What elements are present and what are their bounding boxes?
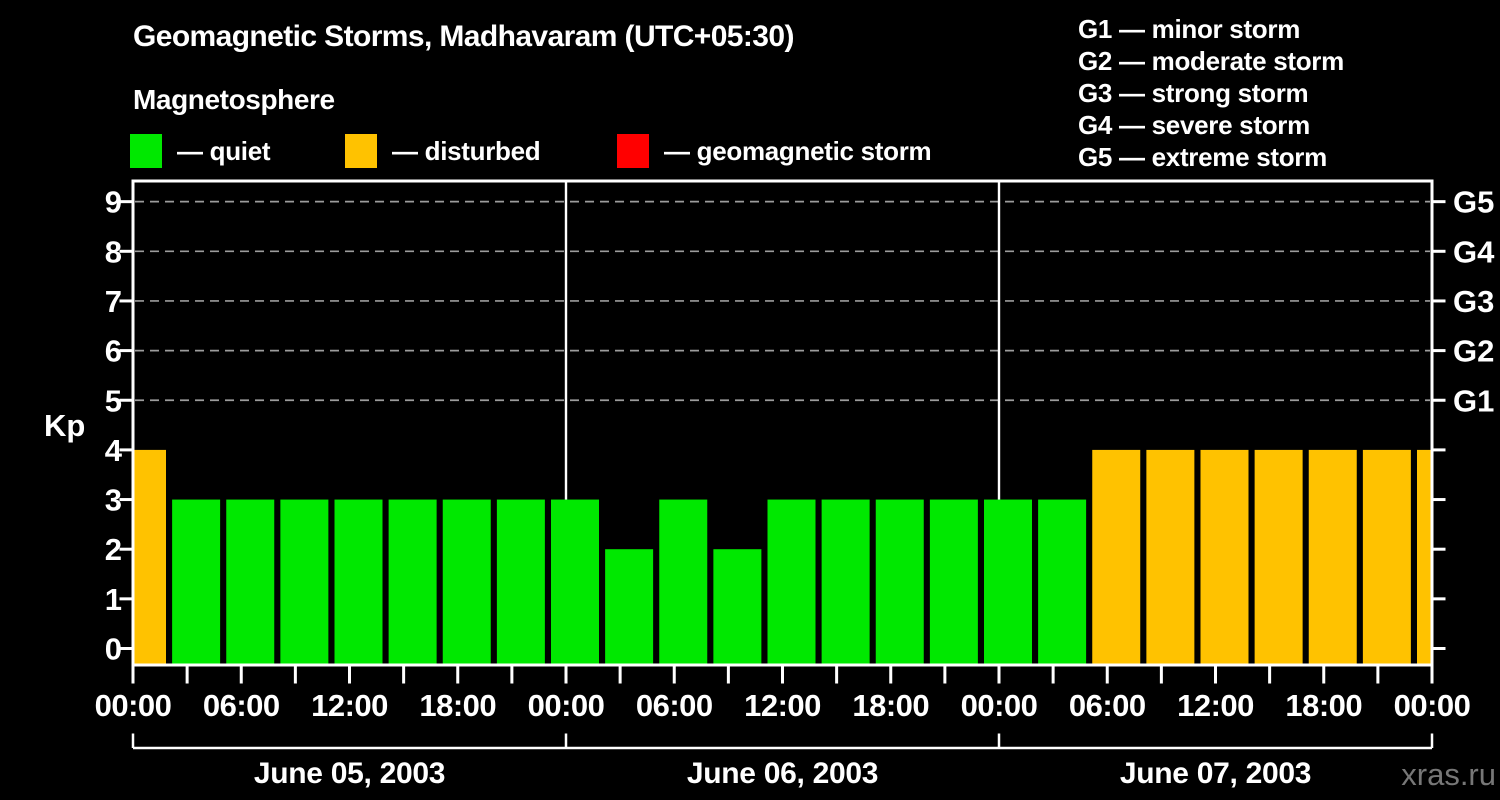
kp-bar (1362, 449, 1411, 664)
legend-item-label: — geomagnetic storm (664, 135, 932, 166)
storm-scale-item: G4 — severe storm (1078, 110, 1310, 140)
x-axis-time-label: 00:00 (95, 688, 172, 723)
legend-item-disturbed: — disturbed (345, 134, 541, 168)
x-axis-time-label: 18:00 (852, 688, 929, 723)
x-axis-time-label: 12:00 (311, 688, 388, 723)
right-axis-label-g4: G4 (1453, 234, 1495, 269)
y-axis-label: 8 (105, 234, 122, 269)
kp-bar (1038, 499, 1087, 664)
kp-bar (929, 499, 978, 664)
y-axis-label: 7 (105, 284, 122, 319)
storm-scale-legend: G1 — minor storm G2 — moderate storm G3 — … (1078, 13, 1344, 173)
y-axis-label: 3 (105, 483, 122, 518)
legend-item-label: — disturbed (392, 135, 541, 166)
kp-bar (280, 499, 329, 664)
x-axis-time-label: 00:00 (1394, 688, 1471, 723)
kp-state-legend: — quiet — disturbed — geomagnetic storm (0, 0, 1500, 180)
y-axis-label: 4 (105, 433, 123, 468)
y-axis-label: 0 (105, 632, 122, 667)
kp-bar (1146, 449, 1195, 664)
kp-bar (767, 499, 816, 664)
y-axis-label: 2 (105, 532, 122, 567)
kp-bar (1200, 449, 1249, 664)
right-axis-label-g1: G1 (1453, 383, 1494, 418)
x-axis-time-label: 00:00 (528, 688, 605, 723)
kp-bar (821, 499, 870, 664)
kp-bar (659, 499, 708, 664)
quiet-color-swatch (130, 134, 162, 168)
kp-bar (1417, 449, 1431, 664)
kp-bar (1308, 449, 1357, 664)
date-label: June 07, 2003 (1120, 757, 1311, 790)
x-axis-time-label: 06:00 (203, 688, 280, 723)
legend-item-storm: — geomagnetic storm (617, 134, 932, 168)
kp-bar (388, 499, 437, 664)
kp-bar (226, 499, 275, 664)
x-axis-time-label: 06:00 (1069, 688, 1146, 723)
y-axis-label: 6 (105, 334, 122, 369)
y-axis-label: 1 (105, 582, 122, 617)
storm-scale-item: G1 — minor storm (1078, 14, 1301, 44)
kp-bar (1092, 449, 1141, 664)
date-label: June 06, 2003 (687, 757, 878, 790)
x-axis-time-label: 06:00 (636, 688, 713, 723)
storm-scale-item: G5 — extreme storm (1078, 142, 1327, 172)
right-axis-label-g5: G5 (1453, 185, 1494, 220)
x-axis-time-label: 12:00 (1177, 688, 1254, 723)
x-axis-time-label: 00:00 (961, 688, 1038, 723)
right-axis-label-g2: G2 (1453, 334, 1494, 369)
storm-color-swatch (617, 134, 649, 168)
y-axis-title-kp: Kp (44, 408, 85, 443)
x-axis-time-label: 12:00 (744, 688, 821, 723)
plot-border (131, 179, 1434, 667)
date-label: June 05, 2003 (254, 757, 445, 790)
kp-bar (713, 549, 762, 664)
x-axis-time-label: 18:00 (1285, 688, 1362, 723)
kp-bar (496, 499, 545, 664)
kp-bar (172, 499, 221, 664)
x-axis-time-label: 18:00 (419, 688, 496, 723)
kp-bar (1254, 449, 1303, 664)
kp-bar (334, 499, 383, 664)
disturbed-color-swatch (345, 134, 377, 168)
legend-item-label: — quiet (177, 135, 271, 166)
kp-bar (134, 449, 166, 664)
legend-item-quiet: — quiet (130, 134, 271, 168)
kp-bar (605, 549, 654, 664)
y-axis-label: 5 (105, 383, 122, 418)
chart-title: Geomagnetic Storms, Madhavaram (UTC+05:3… (133, 20, 794, 53)
storm-scale-item: G2 — moderate storm (1078, 46, 1344, 76)
chart-subtitle: Magnetosphere (133, 84, 335, 115)
storm-scale-item: G3 — strong storm (1078, 78, 1309, 108)
kp-bar (984, 499, 1032, 664)
kp-bar (551, 499, 599, 664)
right-axis-label-g3: G3 (1453, 284, 1494, 319)
kp-bar (442, 499, 491, 664)
kp-bar (875, 499, 924, 664)
xras-watermark: xras.ru (1401, 757, 1496, 792)
y-axis-label: 9 (105, 185, 122, 220)
